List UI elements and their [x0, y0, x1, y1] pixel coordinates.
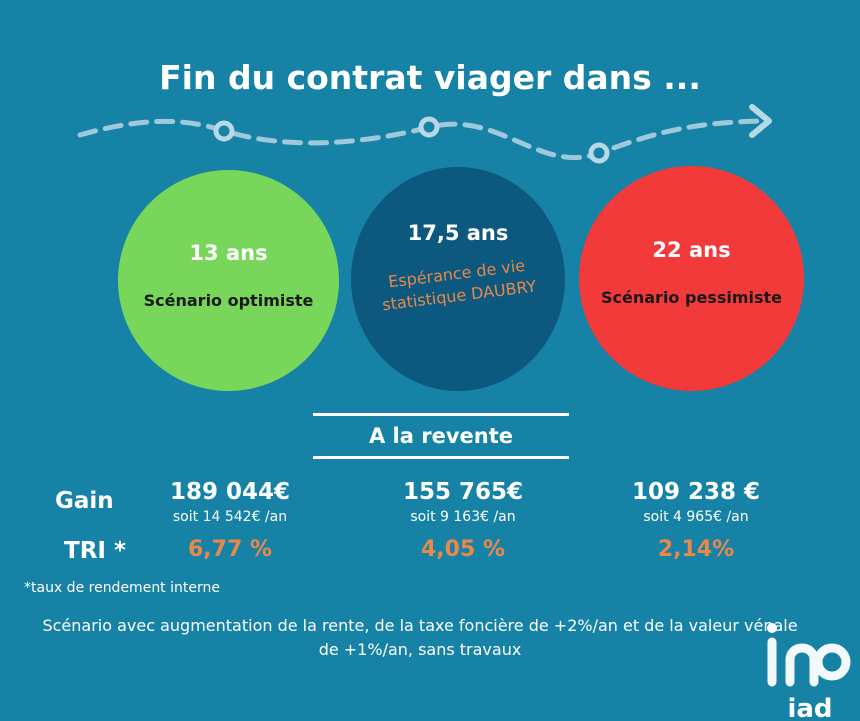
result-column-pessimistic: 109 238 € soit 4 965€ /an 2,14%	[596, 479, 796, 562]
timeline-marker	[418, 116, 440, 138]
scenario-years: 13 ans	[189, 241, 268, 265]
gain-per-year: soit 9 163€ /an	[410, 509, 516, 525]
logo-text: iad	[787, 694, 832, 721]
tri-value: 2,14%	[657, 537, 735, 562]
timeline-marker	[213, 120, 235, 142]
optimistic-scenario-circle: 13 ans Scénario optimiste	[118, 170, 339, 391]
tri-value: 4,05 %	[421, 537, 505, 562]
scenario-years: 22 ans	[652, 238, 731, 262]
scenario-label: Scénario pessimiste	[601, 288, 782, 307]
scenario-label: Scénario optimiste	[143, 291, 314, 310]
gain-per-year: soit 4 965€ /an	[643, 509, 749, 525]
gain-per-year: soit 14 542€ /an	[172, 509, 288, 525]
iad-logo: iad	[767, 623, 851, 721]
gain-amount: 189 044€	[169, 479, 291, 505]
revente-heading: A la revente	[313, 413, 569, 459]
tri-row-label: TRI *	[64, 538, 126, 564]
page-title: Fin du contrat viager dans ...	[159, 58, 701, 97]
scenario-label: Espérance de vie statistique DAUBRY	[381, 255, 538, 315]
tri-value: 6,77 %	[188, 537, 272, 562]
scenario-note: Scénario avec augmentation de la rente, …	[42, 616, 798, 659]
pessimistic-scenario-circle: 22 ans Scénario pessimiste	[579, 166, 804, 391]
gain-amount: 109 238 €	[631, 479, 761, 505]
gain-amount: 155 765€	[402, 479, 524, 505]
result-column-optimistic: 189 044€ soit 14 542€ /an 6,77 %	[130, 479, 330, 562]
expected-scenario-circle: 17,5 ans Espérance de vie statistique DA…	[351, 167, 565, 391]
gain-row-label: Gain	[55, 488, 114, 514]
timeline-path	[77, 104, 772, 164]
arrow-head-icon	[749, 104, 772, 138]
footnote: *taux de rendement interne	[24, 580, 220, 596]
timeline-marker	[588, 142, 610, 164]
scenario-years: 17,5 ans	[407, 221, 509, 245]
result-column-expected: 155 765€ soit 9 163€ /an 4,05 %	[363, 479, 563, 562]
